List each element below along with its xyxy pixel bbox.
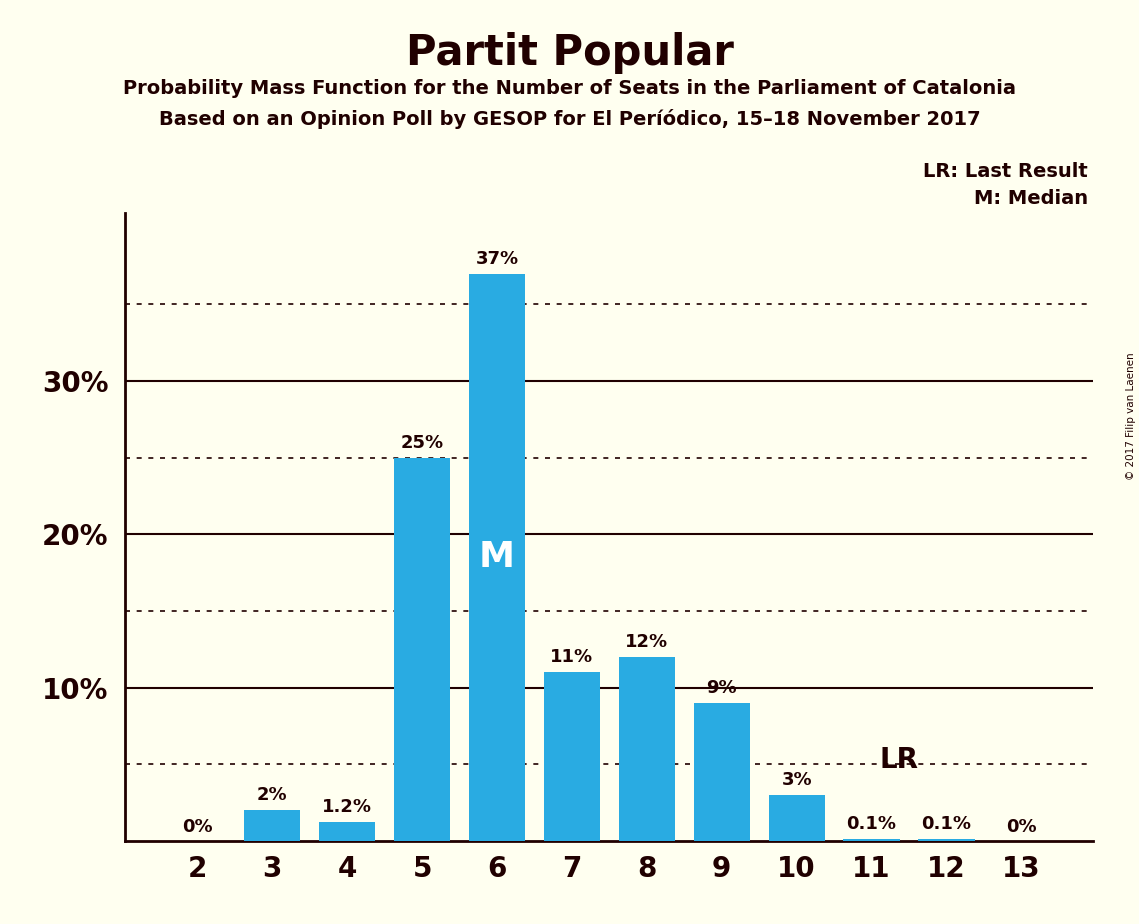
Bar (918, 839, 975, 841)
Text: LR: LR (879, 746, 918, 773)
Text: 0.1%: 0.1% (921, 815, 972, 833)
Bar (319, 822, 375, 841)
Text: 3%: 3% (781, 771, 812, 789)
Text: 37%: 37% (475, 249, 518, 268)
Bar (244, 810, 301, 841)
Text: 0%: 0% (182, 819, 213, 836)
Text: 9%: 9% (706, 679, 737, 697)
Text: 0%: 0% (1006, 819, 1036, 836)
Text: 0.1%: 0.1% (846, 815, 896, 833)
Bar (694, 703, 749, 841)
Text: LR: Last Result: LR: Last Result (923, 162, 1088, 181)
Bar (618, 657, 675, 841)
Text: 11%: 11% (550, 648, 593, 666)
Text: M: M (480, 541, 515, 575)
Text: Partit Popular: Partit Popular (405, 32, 734, 74)
Text: 1.2%: 1.2% (322, 798, 372, 816)
Bar (394, 457, 450, 841)
Bar (769, 795, 825, 841)
Text: 12%: 12% (625, 633, 669, 650)
Text: 25%: 25% (401, 433, 444, 452)
Bar (543, 673, 600, 841)
Text: Based on an Opinion Poll by GESOP for El Períódico, 15–18 November 2017: Based on an Opinion Poll by GESOP for El… (158, 109, 981, 129)
Text: 2%: 2% (257, 786, 288, 804)
Text: M: Median: M: Median (974, 189, 1088, 209)
Bar (844, 839, 900, 841)
Text: © 2017 Filip van Laenen: © 2017 Filip van Laenen (1125, 352, 1136, 480)
Bar (469, 274, 525, 841)
Text: Probability Mass Function for the Number of Seats in the Parliament of Catalonia: Probability Mass Function for the Number… (123, 79, 1016, 98)
